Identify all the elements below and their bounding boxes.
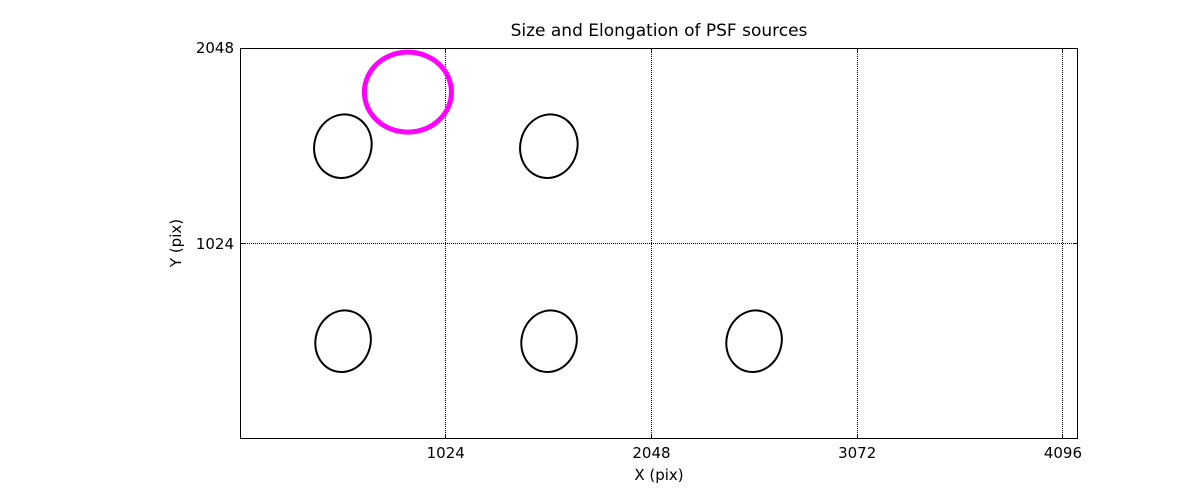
x-tick-label-1024: 1024	[426, 444, 465, 462]
chart-title: Size and Elongation of PSF sources	[510, 21, 808, 41]
x-tick-bottom-2048	[650, 434, 652, 438]
x-axis-label: X (pix)	[634, 466, 684, 484]
y-tick-label-2048: 2048	[195, 39, 234, 57]
x-tick-top-3072	[856, 49, 858, 53]
y-tick-left-2048	[241, 47, 245, 49]
y-tick-label-1024: 1024	[195, 234, 234, 253]
y-tick-right-1024	[1073, 243, 1077, 244]
x-tick-bottom-3072	[856, 434, 858, 438]
x-tick-top-4096	[1062, 49, 1064, 53]
x-tick-bottom-1024	[445, 434, 447, 438]
x-tick-top-2048	[650, 49, 652, 53]
x-tick-label-3072: 3072	[838, 444, 877, 462]
y-tick-left-1024	[241, 243, 245, 244]
grid-line-y-1024	[240, 243, 1078, 244]
x-tick-bottom-4096	[1062, 434, 1064, 438]
psf-ellipse-highlight	[361, 50, 454, 135]
y-tick-right-2048	[1073, 47, 1077, 49]
x-tick-label-2048: 2048	[632, 444, 671, 462]
x-tick-label-4096: 4096	[1043, 444, 1083, 462]
x-tick-top-1024	[445, 49, 447, 53]
